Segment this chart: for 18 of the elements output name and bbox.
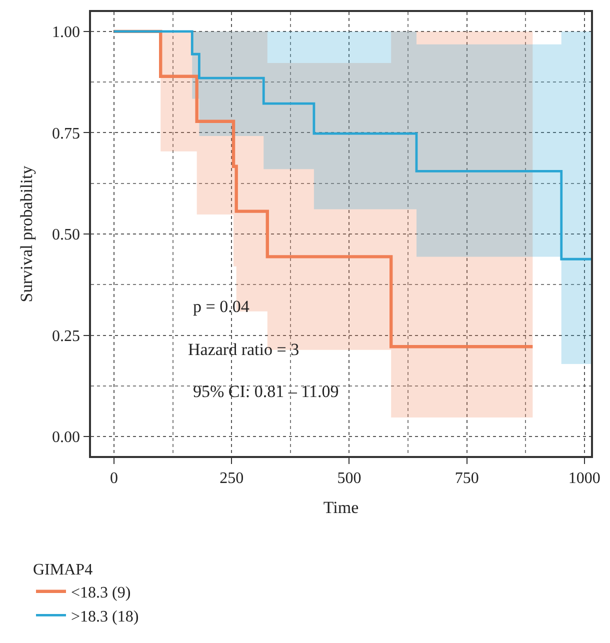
legend-label: >18.3 (18)	[71, 608, 139, 626]
y-tick-label: 0.00	[52, 429, 80, 446]
y-tick-label: 0.50	[52, 226, 80, 244]
x-tick-label: 750	[454, 470, 479, 487]
annotation: p = 0.04	[193, 297, 250, 316]
y-tick-label: 1.00	[52, 24, 80, 42]
x-tick-label: 250	[220, 470, 244, 487]
annotation: Hazard ratio = 3	[188, 340, 300, 359]
x-tick-label: 1000	[568, 470, 600, 487]
y-tick-label: 0.25	[52, 328, 80, 345]
legend-title: GIMAP4	[33, 561, 93, 578]
x-tick-label: 0	[110, 470, 118, 487]
x-tick-label: 500	[337, 470, 362, 487]
x-axis-title: Time	[323, 498, 359, 517]
y-axis-title: Survival probability	[17, 165, 36, 302]
annotation: 95% CI: 0.81 – 11.09	[193, 382, 339, 401]
y-tick-label: 0.75	[52, 125, 80, 142]
legend-label: <18.3 (9)	[71, 584, 131, 602]
